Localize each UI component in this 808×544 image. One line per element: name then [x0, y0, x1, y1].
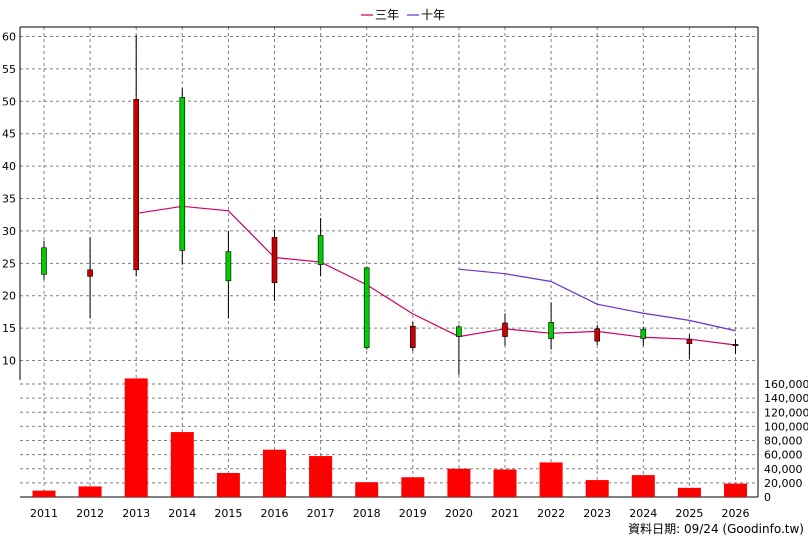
- volume-bar-2012: [78, 486, 102, 497]
- series-line-3y: [136, 205, 736, 346]
- price-tick-label: 50: [2, 95, 16, 108]
- volume-bar-2019: [401, 477, 425, 497]
- legend-label-3y: 三年: [375, 8, 399, 22]
- volume-bar-2020: [447, 468, 471, 497]
- candle-body-2022: [548, 322, 554, 339]
- year-tick-label: 2022: [537, 507, 565, 520]
- legend: 三年 十年: [361, 8, 445, 22]
- price-tick-label: 30: [2, 225, 16, 238]
- average-lines: [136, 205, 736, 346]
- candle-body-2016: [271, 237, 278, 284]
- volume-tick-label: 140,000: [764, 392, 808, 405]
- year-tick-label: 2016: [261, 507, 289, 520]
- volume-bar-2017: [309, 456, 333, 497]
- year-tick-label: 2017: [307, 507, 335, 520]
- candle-body-2018: [363, 267, 370, 348]
- year-tick-label: 2021: [491, 507, 519, 520]
- candle-body-2023: [594, 328, 601, 342]
- volume-bars: [32, 378, 747, 497]
- volume-bar-2021: [493, 469, 517, 497]
- volume-bar-2013: [124, 378, 148, 497]
- year-tick-label: 2015: [214, 507, 242, 520]
- price-tick-label: 45: [2, 128, 16, 141]
- volume-tick-label: 0: [764, 491, 771, 504]
- volume-bar-2018: [355, 482, 379, 497]
- candle-body-2024: [640, 329, 647, 339]
- year-tick-label: 2012: [76, 507, 104, 520]
- candle-body-2026: [732, 344, 739, 346]
- volume-bar-2016: [263, 449, 286, 497]
- volume-bar-2015: [216, 473, 240, 497]
- volume-bar-2025: [677, 487, 701, 497]
- series-line-10y: [458, 268, 736, 332]
- year-tick-label: 2014: [168, 507, 196, 520]
- volume-bar-2011: [32, 490, 56, 497]
- candle-body-2015: [225, 251, 232, 282]
- price-tick-label: 15: [2, 322, 16, 335]
- volume-bar-2022: [539, 462, 563, 497]
- candle-body-2013: [133, 99, 139, 271]
- candle-body-2019: [409, 325, 416, 348]
- volume-tick-label: 60,000: [764, 449, 803, 462]
- candle-body-2017: [317, 235, 324, 265]
- candle-body-2011: [41, 247, 47, 275]
- candle-body-2021: [502, 322, 508, 337]
- volume-tick-label: 120,000: [764, 406, 808, 419]
- volume-bar-2026: [724, 483, 747, 497]
- volume-bar-2024: [631, 475, 655, 497]
- price-tick-label: 25: [2, 257, 16, 270]
- price-tick-label: 55: [2, 63, 16, 76]
- volume-tick-label: 100,000: [764, 420, 808, 433]
- legend-label-10y: 十年: [421, 8, 445, 22]
- year-tick-label: 2018: [353, 507, 381, 520]
- axis-labels: 1015202530354045505560020,00040,00060,00…: [2, 30, 808, 520]
- price-tick-label: 35: [2, 193, 16, 206]
- grid: [20, 27, 758, 497]
- volume-bar-2014: [170, 432, 194, 497]
- footer-source: 資料日期: 09/24 (Goodinfo.tw): [628, 522, 804, 536]
- year-tick-label: 2024: [629, 507, 657, 520]
- price-tick-label: 20: [2, 290, 16, 303]
- candle-body-2012: [87, 269, 93, 277]
- volume-tick-label: 20,000: [764, 477, 803, 490]
- price-tick-label: 60: [2, 30, 16, 43]
- year-tick-label: 2013: [122, 507, 150, 520]
- year-tick-label: 2011: [30, 507, 58, 520]
- year-tick-label: 2025: [675, 507, 703, 520]
- candle-body-2014: [179, 97, 186, 251]
- volume-bar-2023: [585, 480, 609, 497]
- candlesticks: [41, 35, 739, 375]
- volume-tick-label: 40,000: [764, 463, 803, 476]
- year-tick-label: 2026: [722, 507, 750, 520]
- year-tick-label: 2020: [445, 507, 473, 520]
- volume-tick-label: 80,000: [764, 435, 803, 448]
- price-tick-label: 40: [2, 160, 16, 173]
- year-tick-label: 2019: [399, 507, 427, 520]
- candle-body-2025: [686, 339, 693, 345]
- price-tick-label: 10: [2, 355, 16, 368]
- volume-tick-label: 160,000: [764, 378, 808, 391]
- year-tick-label: 2023: [583, 507, 611, 520]
- candle-body-2020: [456, 326, 462, 337]
